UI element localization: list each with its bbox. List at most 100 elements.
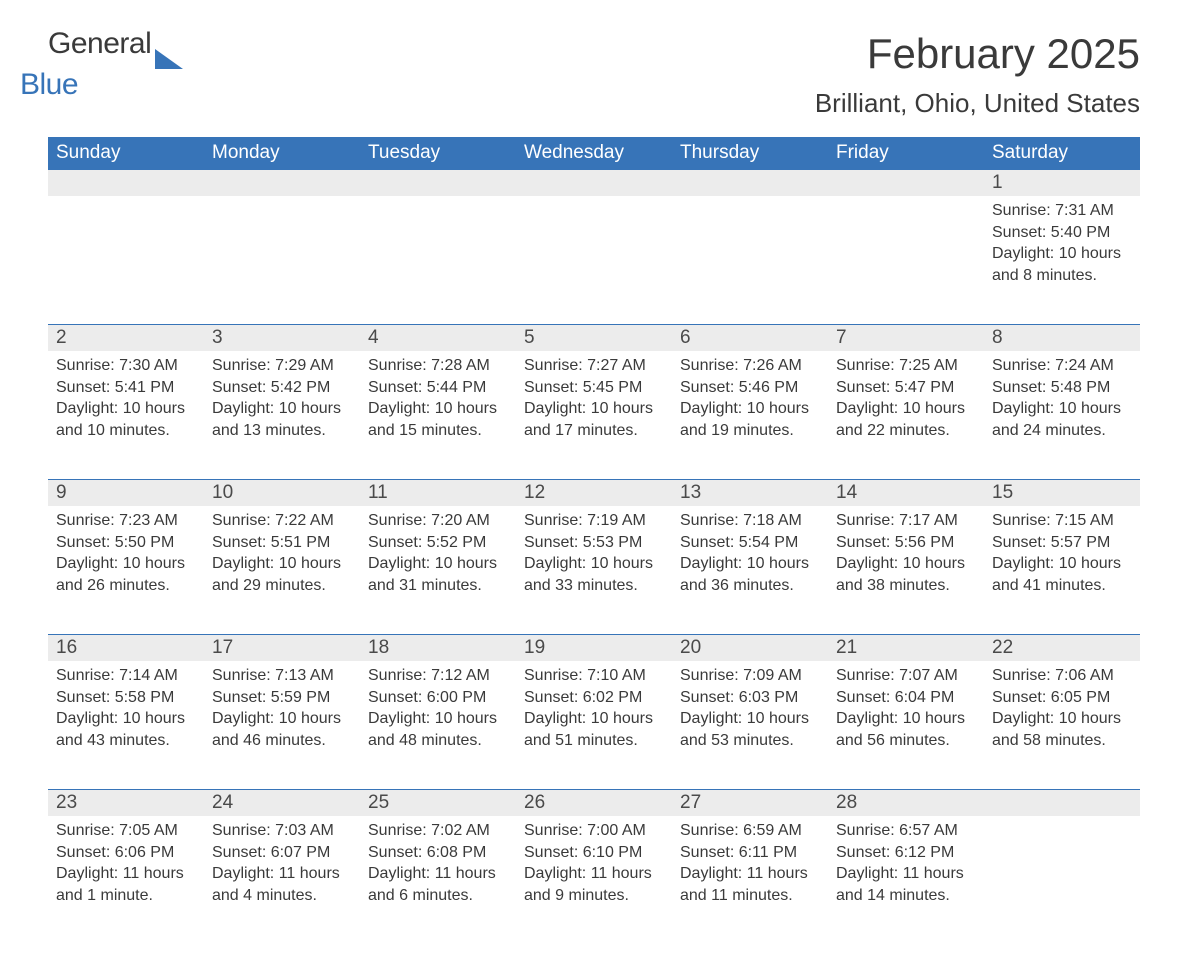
sunset-text: Sunset: 5:44 PM [368, 377, 508, 399]
sunset-text: Sunset: 6:05 PM [992, 687, 1132, 709]
day-cell: Sunrise: 7:28 AMSunset: 5:44 PMDaylight:… [360, 351, 516, 461]
day-cell: Sunrise: 6:59 AMSunset: 6:11 PMDaylight:… [672, 816, 828, 926]
day-info: Sunrise: 7:30 AMSunset: 5:41 PMDaylight:… [56, 351, 196, 441]
day-cell: Sunrise: 7:25 AMSunset: 5:47 PMDaylight:… [828, 351, 984, 461]
day-cell [360, 196, 516, 306]
day-number: 8 [984, 325, 1140, 351]
day-cell: Sunrise: 7:10 AMSunset: 6:02 PMDaylight:… [516, 661, 672, 771]
day-info: Sunrise: 7:12 AMSunset: 6:00 PMDaylight:… [368, 661, 508, 751]
daylight-text: Daylight: 10 hours and 24 minutes. [992, 398, 1132, 441]
day-number [48, 170, 204, 196]
daylight-text: Daylight: 10 hours and 41 minutes. [992, 553, 1132, 596]
daylight-text: Daylight: 10 hours and 36 minutes. [680, 553, 820, 596]
logo-triangle-icon [155, 49, 183, 69]
sunrise-text: Sunrise: 7:06 AM [992, 665, 1132, 687]
sunrise-text: Sunrise: 7:29 AM [212, 355, 352, 377]
day-cell [828, 196, 984, 306]
day-info: Sunrise: 6:57 AMSunset: 6:12 PMDaylight:… [836, 816, 976, 906]
sunrise-text: Sunrise: 7:12 AM [368, 665, 508, 687]
day-number: 22 [984, 635, 1140, 661]
daylight-text: Daylight: 10 hours and 48 minutes. [368, 708, 508, 751]
day-info: Sunrise: 7:09 AMSunset: 6:03 PMDaylight:… [680, 661, 820, 751]
day-number: 21 [828, 635, 984, 661]
day-number [360, 170, 516, 196]
month-title: February 2025 [815, 30, 1140, 78]
sunset-text: Sunset: 5:46 PM [680, 377, 820, 399]
sunrise-text: Sunrise: 7:10 AM [524, 665, 664, 687]
daylight-text: Daylight: 11 hours and 4 minutes. [212, 863, 352, 906]
day-number [828, 170, 984, 196]
day-number: 3 [204, 325, 360, 351]
logo: General Blue [48, 30, 183, 84]
daylight-text: Daylight: 10 hours and 29 minutes. [212, 553, 352, 596]
sunrise-text: Sunrise: 7:19 AM [524, 510, 664, 532]
week-row: 2345678Sunrise: 7:30 AMSunset: 5:41 PMDa… [48, 324, 1140, 461]
sunset-text: Sunset: 6:10 PM [524, 842, 664, 864]
day-number: 16 [48, 635, 204, 661]
daylight-text: Daylight: 11 hours and 14 minutes. [836, 863, 976, 906]
day-info: Sunrise: 7:29 AMSunset: 5:42 PMDaylight:… [212, 351, 352, 441]
logo-text-general: General [48, 27, 151, 60]
day-number: 19 [516, 635, 672, 661]
day-cell [984, 816, 1140, 926]
week-row: 16171819202122Sunrise: 7:14 AMSunset: 5:… [48, 634, 1140, 771]
day-info: Sunrise: 7:18 AMSunset: 5:54 PMDaylight:… [680, 506, 820, 596]
daylight-text: Daylight: 10 hours and 17 minutes. [524, 398, 664, 441]
sunset-text: Sunset: 5:50 PM [56, 532, 196, 554]
day-info: Sunrise: 7:28 AMSunset: 5:44 PMDaylight:… [368, 351, 508, 441]
sunset-text: Sunset: 5:59 PM [212, 687, 352, 709]
dayname-row: Sunday Monday Tuesday Wednesday Thursday… [48, 137, 1140, 170]
day-number: 26 [516, 790, 672, 816]
day-cell: Sunrise: 7:30 AMSunset: 5:41 PMDaylight:… [48, 351, 204, 461]
day-number: 17 [204, 635, 360, 661]
sunrise-text: Sunrise: 7:15 AM [992, 510, 1132, 532]
sunrise-text: Sunrise: 7:22 AM [212, 510, 352, 532]
day-info: Sunrise: 7:00 AMSunset: 6:10 PMDaylight:… [524, 816, 664, 906]
dayname: Monday [204, 137, 360, 170]
sunrise-text: Sunrise: 6:57 AM [836, 820, 976, 842]
day-info: Sunrise: 7:05 AMSunset: 6:06 PMDaylight:… [56, 816, 196, 906]
daylight-text: Daylight: 10 hours and 51 minutes. [524, 708, 664, 751]
header: General Blue February 2025 Brilliant, Oh… [48, 30, 1140, 119]
logo-text-blue: Blue [20, 68, 78, 101]
day-cell: Sunrise: 7:22 AMSunset: 5:51 PMDaylight:… [204, 506, 360, 616]
day-cell: Sunrise: 7:20 AMSunset: 5:52 PMDaylight:… [360, 506, 516, 616]
daylight-text: Daylight: 11 hours and 9 minutes. [524, 863, 664, 906]
day-cell: Sunrise: 7:13 AMSunset: 5:59 PMDaylight:… [204, 661, 360, 771]
daylight-text: Daylight: 10 hours and 33 minutes. [524, 553, 664, 596]
day-info: Sunrise: 7:20 AMSunset: 5:52 PMDaylight:… [368, 506, 508, 596]
week-row: 232425262728Sunrise: 7:05 AMSunset: 6:06… [48, 789, 1140, 926]
day-number: 23 [48, 790, 204, 816]
location-text: Brilliant, Ohio, United States [815, 88, 1140, 119]
day-info: Sunrise: 7:31 AMSunset: 5:40 PMDaylight:… [992, 196, 1132, 286]
sunset-text: Sunset: 5:56 PM [836, 532, 976, 554]
week-row: 1Sunrise: 7:31 AMSunset: 5:40 PMDaylight… [48, 170, 1140, 306]
daylight-text: Daylight: 10 hours and 56 minutes. [836, 708, 976, 751]
day-cell [672, 196, 828, 306]
day-info: Sunrise: 7:06 AMSunset: 6:05 PMDaylight:… [992, 661, 1132, 751]
daylight-text: Daylight: 10 hours and 8 minutes. [992, 243, 1132, 286]
dayname: Wednesday [516, 137, 672, 170]
day-cell: Sunrise: 7:09 AMSunset: 6:03 PMDaylight:… [672, 661, 828, 771]
sunrise-text: Sunrise: 7:25 AM [836, 355, 976, 377]
day-number [516, 170, 672, 196]
day-cell: Sunrise: 7:03 AMSunset: 6:07 PMDaylight:… [204, 816, 360, 926]
day-info: Sunrise: 7:13 AMSunset: 5:59 PMDaylight:… [212, 661, 352, 751]
sunset-text: Sunset: 6:06 PM [56, 842, 196, 864]
daylight-text: Daylight: 10 hours and 26 minutes. [56, 553, 196, 596]
sunrise-text: Sunrise: 7:02 AM [368, 820, 508, 842]
day-cell: Sunrise: 7:05 AMSunset: 6:06 PMDaylight:… [48, 816, 204, 926]
daylight-text: Daylight: 10 hours and 13 minutes. [212, 398, 352, 441]
day-cell [204, 196, 360, 306]
dayname: Tuesday [360, 137, 516, 170]
day-number: 25 [360, 790, 516, 816]
daylight-text: Daylight: 10 hours and 10 minutes. [56, 398, 196, 441]
day-cell: Sunrise: 7:18 AMSunset: 5:54 PMDaylight:… [672, 506, 828, 616]
daylight-text: Daylight: 10 hours and 58 minutes. [992, 708, 1132, 751]
sunrise-text: Sunrise: 7:05 AM [56, 820, 196, 842]
day-info: Sunrise: 6:59 AMSunset: 6:11 PMDaylight:… [680, 816, 820, 906]
week-row: 9101112131415Sunrise: 7:23 AMSunset: 5:5… [48, 479, 1140, 616]
day-cell: Sunrise: 7:00 AMSunset: 6:10 PMDaylight:… [516, 816, 672, 926]
day-number: 12 [516, 480, 672, 506]
sunset-text: Sunset: 5:58 PM [56, 687, 196, 709]
